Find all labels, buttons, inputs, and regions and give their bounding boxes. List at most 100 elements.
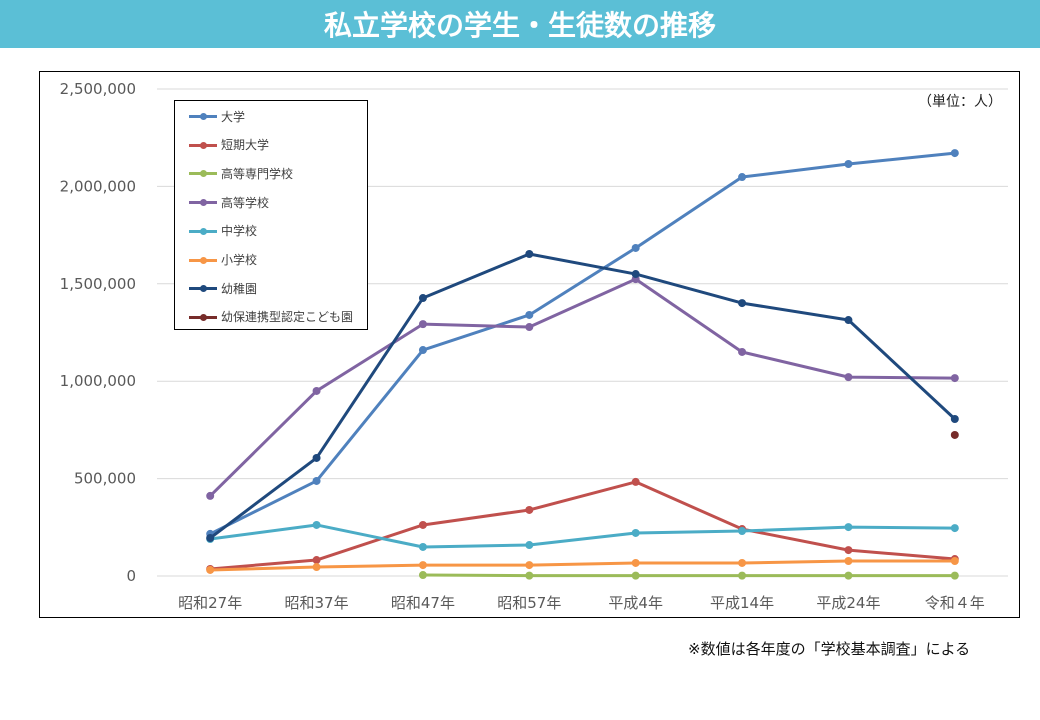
- data-point: [844, 373, 853, 382]
- legend-swatch-icon: [189, 307, 219, 327]
- legend: 大学 短期大学 高等専門学校 高等学校 中学校 小学校 幼稚園 幼保連携型認定こども園: [174, 100, 368, 330]
- y-axis-ticks: 0 500,000 1,000,000 1,500,000 2,000,000 2,500…: [60, 80, 136, 585]
- series-0: [206, 149, 959, 538]
- y-tick-label: 1,500,000: [60, 275, 136, 293]
- data-point: [525, 571, 534, 580]
- legend-item: 高等学校: [175, 192, 269, 212]
- y-tick-label: 500,000: [74, 470, 136, 488]
- data-point: [312, 476, 321, 485]
- data-point: [631, 243, 640, 252]
- series-5: [206, 557, 959, 574]
- series-4: [206, 520, 959, 551]
- legend-label: 高等学校: [221, 195, 270, 210]
- legend-swatch-icon: [189, 163, 219, 183]
- series-line: [210, 559, 955, 572]
- data-point: [525, 249, 534, 258]
- data-point: [418, 320, 427, 329]
- data-point: [312, 520, 321, 529]
- legend-label: 幼稚園: [221, 281, 258, 296]
- legend-label: 高等専門学校: [221, 166, 294, 181]
- x-tick-label: 平成24年: [816, 594, 880, 612]
- data-point: [631, 558, 640, 567]
- legend-label: 小学校: [221, 253, 258, 267]
- legend-item: 小学校: [175, 250, 257, 270]
- data-point: [950, 430, 959, 439]
- data-point: [418, 571, 427, 580]
- data-point: [312, 556, 321, 565]
- data-point: [418, 520, 427, 529]
- data-point: [844, 316, 853, 325]
- data-point: [206, 534, 215, 543]
- footnote: ※数値は各年度の「学校基本調査」による: [688, 640, 971, 658]
- series-line: [210, 480, 955, 571]
- data-point: [312, 453, 321, 462]
- legend-swatch-icon: [189, 278, 219, 298]
- y-tick-label: 1,000,000: [60, 372, 136, 390]
- legend-item: 高等専門学校: [175, 163, 293, 183]
- data-point: [418, 294, 427, 303]
- series-line: [422, 573, 955, 578]
- data-point: [418, 561, 427, 570]
- title-bar: 私立学校の学生・生徒数の推移: [0, 0, 1040, 48]
- data-point: [525, 561, 534, 570]
- y-tick-label: 2,000,000: [60, 177, 136, 195]
- data-point: [950, 571, 959, 580]
- page-title: 私立学校の学生・生徒数の推移: [323, 9, 716, 42]
- series-6: [206, 249, 959, 543]
- data-point: [418, 346, 427, 355]
- x-tick-label: 昭和57年: [497, 594, 561, 612]
- legend-swatch-icon: [189, 192, 219, 212]
- series-line: [209, 523, 955, 549]
- legend-item: 大学: [175, 106, 245, 126]
- data-point: [738, 173, 747, 182]
- data-point: [631, 528, 640, 537]
- series-line: [209, 151, 955, 536]
- data-point: [844, 523, 853, 532]
- data-point: [844, 159, 853, 168]
- y-tick-label: 2,500,000: [60, 80, 136, 98]
- data-point: [525, 323, 534, 332]
- series-group: [206, 149, 959, 580]
- x-tick-label: 昭和47年: [391, 594, 455, 612]
- data-point: [844, 571, 853, 580]
- data-point: [206, 565, 215, 574]
- x-axis-ticks: 昭和27年 昭和37年 昭和47年 昭和57年 平成4年 平成14年 平成24年 令和４年: [178, 594, 985, 612]
- legend-item: 幼稚園: [175, 278, 257, 298]
- data-point: [844, 557, 853, 566]
- y-tick-label: 0: [126, 567, 136, 585]
- data-point: [738, 347, 747, 356]
- data-point: [738, 299, 747, 308]
- unit-label: （単位：人）: [918, 94, 1002, 110]
- data-point: [950, 557, 959, 566]
- x-tick-label: 令和４年: [925, 594, 985, 612]
- legend-item: 幼保連携型認定こども園: [175, 307, 353, 327]
- data-point: [631, 270, 640, 279]
- series-line: [209, 252, 956, 540]
- data-point: [950, 374, 959, 383]
- legend-swatch-icon: [189, 106, 219, 126]
- data-point: [950, 414, 959, 423]
- data-point: [525, 505, 534, 514]
- legend-item: 中学校: [175, 221, 257, 241]
- data-point: [525, 310, 534, 319]
- legend-label: 中学校: [221, 224, 258, 239]
- legend-label: 幼保連携型認定こども園: [221, 310, 354, 325]
- legend-label: 大学: [221, 109, 246, 124]
- data-point: [312, 386, 321, 395]
- chart-frame: [39, 71, 1020, 618]
- legend-swatch-icon: [189, 135, 219, 155]
- series-7: [950, 430, 959, 439]
- legend-swatch-icon: [189, 250, 219, 270]
- series-line: [209, 277, 955, 498]
- series-2: [418, 571, 959, 580]
- legend-swatch-icon: [189, 221, 219, 241]
- x-tick-label: 昭和37年: [285, 594, 349, 612]
- data-point: [950, 149, 959, 158]
- data-point: [738, 527, 747, 536]
- data-point: [206, 491, 215, 500]
- data-point: [844, 546, 853, 555]
- data-point: [312, 563, 321, 572]
- data-point: [738, 558, 747, 567]
- data-point: [418, 542, 427, 551]
